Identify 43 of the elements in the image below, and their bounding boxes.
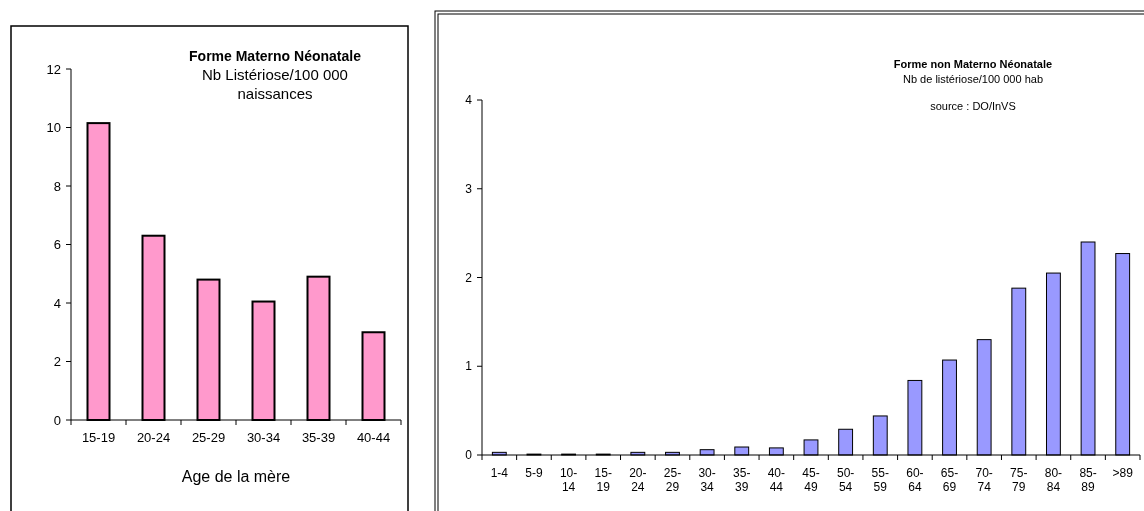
y-tick-label: 6 [53,237,61,253]
y-tick-label: 3 [465,181,473,196]
x-tick-label: 30-34 [698,466,716,494]
x-tick-label: 45-49 [802,466,820,494]
x-axis-title: Age de la mère [181,468,291,485]
x-tick-label: 75-79 [1010,466,1028,494]
x-tick-label: 20-24 [136,430,171,445]
x-tick-label: 80-84 [1044,466,1063,494]
y-tick-label: 1 [465,359,473,374]
x-tick-label: 40-44 [356,430,391,445]
y-tick-label: 0 [465,448,473,463]
x-tick-label: 15-19 [81,430,116,445]
annotation: source : DO/InVS [930,100,1016,112]
chart-title: Forme non Materno Néonatale [893,58,1053,70]
y-tick-label: 8 [53,178,61,194]
x-tick-label: 70-74 [975,466,993,494]
x-tick-label: 50-54 [836,466,855,494]
x-tick-label: >89 [1112,466,1134,480]
x-tick-label: 10-14 [559,466,578,494]
y-tick-label: 4 [53,295,61,311]
y-tick-label: 2 [465,270,473,285]
x-tick-label: 60-64 [906,466,924,494]
chart-title: Forme Materno Néonatale [189,48,362,64]
y-tick-label: 2 [53,354,61,370]
x-tick-label: 20-24 [629,466,647,494]
x-tick-label: 35-39 [733,466,751,494]
x-tick-label: 35-39 [301,430,336,445]
y-tick-label: 12 [46,61,61,77]
x-tick-label: 5-9 [525,466,543,480]
chart-subtitle: Nb de listériose/100 000 hab [902,73,1044,85]
x-tick-label: 1-4 [490,466,509,480]
x-tick-label: 25-29 [663,466,682,494]
chart-subtitle: Nb Listériose/100 000 naissances [202,66,348,102]
y-tick-label: 4 [465,93,473,108]
x-tick-label: 15-19 [594,466,612,494]
x-tick-label: 65-69 [940,466,959,494]
x-tick-label: 40-44 [767,466,786,494]
y-tick-label: 0 [53,412,61,428]
x-tick-label: 30-34 [246,430,281,445]
x-tick-label: 55-59 [871,466,889,494]
x-tick-label: 85-89 [1079,466,1097,494]
x-tick-label: 25-29 [191,430,226,445]
y-tick-label: 10 [46,120,61,136]
